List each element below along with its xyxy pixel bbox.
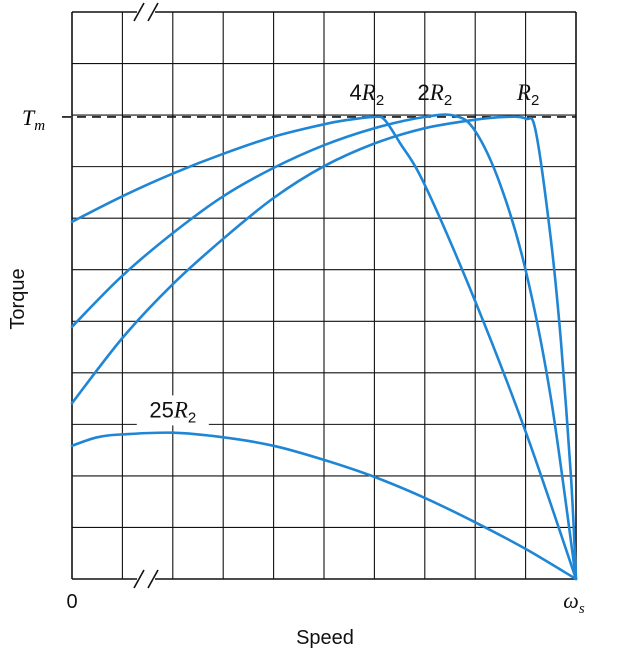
- curve-label-r2: R2: [516, 80, 539, 109]
- x-tick-label-sub: s: [579, 601, 585, 617]
- curve-label-coefficient: 25: [149, 397, 173, 422]
- curve-label-subscript: 2: [531, 92, 539, 109]
- curve-label-coefficient: 2: [418, 80, 430, 105]
- axis-break-slash: [133, 2, 145, 22]
- x-axis-label: Speed: [296, 627, 354, 649]
- curve-label-symbol: R: [516, 80, 531, 105]
- curves: [70, 113, 578, 581]
- x-tick-label: ωs: [563, 588, 585, 617]
- axis-break-slash: [147, 569, 159, 589]
- grid: [71, 11, 577, 580]
- axis-break-gap: [137, 9, 155, 15]
- tm-label-main: T: [22, 105, 36, 130]
- curve-25r2: [70, 431, 578, 581]
- x-tick-label: 0: [66, 591, 77, 613]
- axis-break-slash: [147, 2, 159, 22]
- curve-label-symbol: R: [361, 80, 376, 105]
- curve-4r2: [70, 115, 578, 581]
- x-tick-label-main: ω: [563, 588, 579, 613]
- curve-label-symbol: R: [173, 397, 188, 422]
- curve-label-subscript: 2: [444, 92, 452, 109]
- axis-break-gap: [137, 576, 155, 582]
- curve-label-subscript: 2: [188, 409, 196, 426]
- curve-label-background: [136, 395, 209, 426]
- axis-break-marks: [133, 2, 159, 589]
- x-tick-labels: 0 ωs: [66, 588, 584, 617]
- curve-label-subscript: 2: [376, 92, 384, 109]
- curve-r2: [70, 115, 578, 581]
- curve-label-symbol: R: [429, 80, 444, 105]
- curve-label-coefficient: 4: [350, 80, 362, 105]
- curve-2r2: [70, 113, 578, 581]
- y-axis-label: Torque: [7, 268, 29, 329]
- curve-label-2r2: 2R2: [418, 80, 453, 109]
- tm-label: Tm: [22, 105, 45, 134]
- axis-break-slash: [133, 569, 145, 589]
- tm-label-sub: m: [34, 118, 45, 134]
- curve-label-25r2: 25R2: [149, 397, 196, 426]
- curve-label-4r2: 4R2: [350, 80, 385, 109]
